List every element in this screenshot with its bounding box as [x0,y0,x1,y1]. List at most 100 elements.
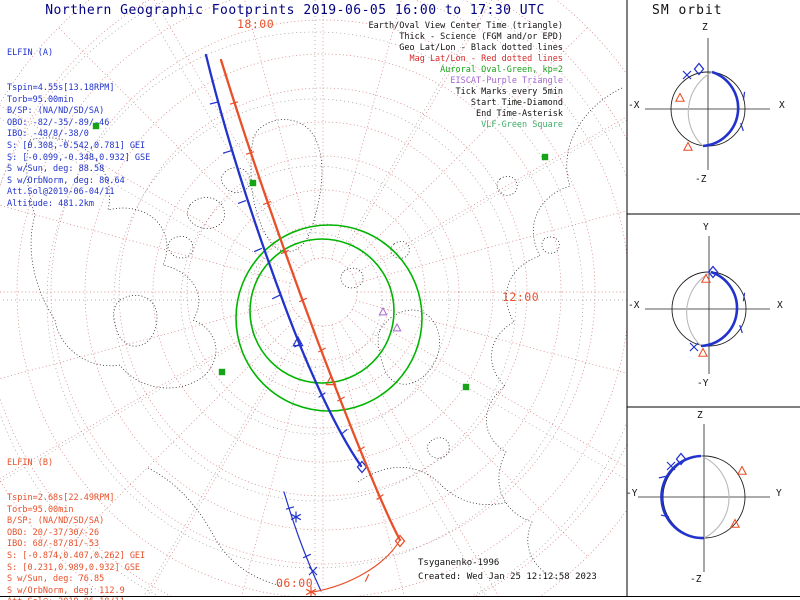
sm2-marker-icon [689,342,699,352]
elfin-a-5min-tick [271,294,281,300]
mlt-label-18: 18:00 [237,17,275,31]
coast-bering [147,467,283,587]
sm2-axes [645,236,770,374]
coast-siberia-island-2 [541,236,560,254]
sm1-marker-icon [675,92,685,102]
elfin-b-footprint-tail [312,539,401,593]
mlt-label-12: 12:00 [502,290,540,304]
elfin-b-info-line: S: [0.231,0.989,0.932] GSE [7,562,141,573]
sm2-axis-left: -X [628,300,640,311]
elfin-a-info-line: S: [0.308,-0.542,0.781] GEI [7,140,146,151]
elfin-b-info-line: Torb=95.00min [7,504,74,515]
elfin-b-name: ELFIN (B) [7,458,54,469]
sm1-axis-left: -X [628,100,640,111]
legend-line: Mag Lat/Lon - Red dotted lines [409,54,563,64]
elfin-a-info-line: IBO: -48/8/-38/0 [7,129,89,140]
coast-arctic-island-1 [187,197,225,229]
elfin-b-info-line: IBO: 68/-87/81/-53 [7,539,100,550]
elfin-b-info-line: OBO: 20/-37/30/-26 [7,527,100,538]
coast-uk [426,437,450,459]
sm2-marker-icon [698,347,708,357]
vlf-green-square-icon [249,179,257,187]
sm3-orbit-farside [700,455,730,539]
coast-svalbard [390,241,410,259]
geo-lat-lon-grid [0,0,627,597]
elfin-a-5min-tick [253,247,263,253]
sm-orbit-plot-3 [638,424,770,572]
eiscat-purple-triangle-icon [378,307,388,316]
elfin-a-5min-tick [237,199,247,205]
sm2-orbit-nearside [700,270,739,348]
legend-line: Start Time-Diamond [470,98,563,108]
created-timestamp: Created: Wed Jan 25 12:12:58 2023 [418,572,597,582]
legend-line: Thick - Science (FGM and/or EPD) [399,32,563,42]
elfin-a-footprint-main [204,53,363,468]
field-model-label: Tsyganenko-1996 [418,558,500,568]
sm2-orbit-farside [686,271,712,347]
vlf-green-square-icon [541,153,549,161]
eiscat-stations [378,307,402,332]
elfin-b-info-line: Tspin=2.68s[22.49RPM] [7,492,115,503]
sm3-axis-right: Y [776,488,782,499]
legend-line: VLF-Green Square [481,120,563,130]
elfin-a-5min-tick [209,101,219,105]
sm3-axes [638,424,770,572]
elfin-a-info-block: ELFIN (A) Tspin=4.55s[13.18RPM] Torb=95.0… [7,25,150,234]
sm1-axis-bottom: -Z [695,174,707,185]
elfin-a-5min-tick [340,428,348,436]
elfin-a-5min-tick [222,150,232,154]
coast-iceland [340,267,364,289]
elfin-a-info-line: S: [-0.099,-0.348,0.932] GSE [7,152,151,163]
elfin-a-info-line: S w/OrbNorm, deg: 80.64 [7,175,125,186]
sm-orbit-title: SM orbit [652,3,723,18]
elfin-b-track [219,58,406,597]
sm1-axis-right: X [779,100,785,111]
legend-line: Earth/Oval View Center Time (triangle) [368,21,563,31]
sm2-axis-bottom: -Y [697,378,709,389]
auroral-oval-circle [249,238,395,384]
sm-orbit-plot-2 [645,236,770,374]
mlt-label-06: 06:00 [276,576,314,590]
legend-line: Auroral Oval-Green, kp=2 [440,65,563,75]
elfin-b-info-line: S w/OrbNorm, deg: 112.9 [7,585,125,596]
elfin-b-info-line: S w/Sun, deg: 76.85 [7,574,105,585]
elfin-b-info-line: S: [-0.874,0.407,0.262] GEI [7,550,146,561]
coast-arctic-island-2 [221,167,251,193]
elfin-a-footprint-tail [283,491,322,592]
vlf-green-square-icon [218,368,226,376]
page-title: Northern Geographic Footprints 2019-06-0… [45,3,545,18]
elfin-b-info-block: ELFIN (B) Tspin=2.68s[22.49RPM] Torb=95.0… [7,435,145,600]
sm1-tick [742,91,746,101]
vlf-green-square-icon [462,383,470,391]
auroral-oval [235,224,423,412]
elfin-a-info-line: Torb=95.00min [7,94,74,105]
sm1-orbit-nearside [702,70,740,148]
elfin-a-track [204,53,368,592]
elfin-a-info-line: OBO: -82/-35/-89/-46 [7,117,110,128]
eiscat-purple-triangle-icon [392,323,402,332]
elfin-a-info-line: S w/Sun, deg: 88.58 [7,164,105,175]
sm3-marker-icon [737,465,747,475]
coast-arctic-island-3 [167,236,194,259]
sm1-orbit-farside [687,71,713,147]
elfin-b-info-line: Att.Sol@: 2019-06-18/11 [7,597,145,600]
legend-line: Tick Marks every 5min [455,87,563,97]
elfin-a-name: ELFIN (A) [7,48,54,59]
coastlines [26,87,623,587]
map-legend: Earth/Oval View Center Time (triangle) Th… [320,21,563,131]
sm3-axis-top: Z [697,410,703,421]
sm2-axis-top: Y [703,222,709,233]
elfin-a-info-line: Tspin=4.55s[13.18RPM] [7,82,115,93]
coast-eurasia [486,87,623,581]
elfin-a-5min-tick [285,506,295,510]
elfin-b-footprint-main [219,58,402,542]
sm1-marker-icon [682,70,692,80]
sm3-axis-left: -Y [626,488,638,499]
sm-orbit-plot-1 [645,38,770,170]
elfin-a-info-line: Att.Sol@2019-06-04/11 [7,187,115,198]
sm2-axis-right: X [777,300,783,311]
sm3-axis-bottom: -Z [690,574,702,585]
elfin-a-info-line: B/SP: (NA/ND/SD/SA) [7,106,105,117]
